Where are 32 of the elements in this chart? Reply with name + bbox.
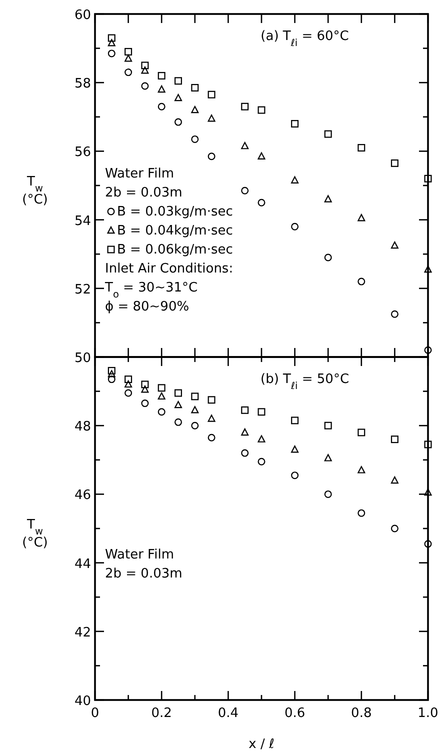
- y-tick-label: 48: [74, 420, 91, 435]
- x-tick-label: 0.4: [218, 706, 239, 721]
- y-tick-label: 56: [74, 145, 91, 160]
- annotation: Inlet Air Conditions:: [105, 262, 234, 276]
- x-tick-label: 0.8: [351, 706, 372, 721]
- y-tick-label: 40: [74, 694, 91, 709]
- y-tick-label: 54: [74, 214, 91, 229]
- y-tick-label: 44: [74, 556, 91, 572]
- y-tick-label: 58: [74, 76, 91, 92]
- annotation: T$_{o}$ = 30~31°C: [104, 280, 198, 300]
- annotation: Water Film: [105, 166, 174, 182]
- x-axis-title: x / ℓ: [248, 737, 274, 752]
- x-tick-label: 0.2: [151, 706, 172, 721]
- legend-label: B = 0.04kg/m·sec: [117, 224, 233, 238]
- text: (b) T$_{ℓi}$ = 50°C: [260, 372, 350, 392]
- text: (a) T$_{ℓi}$ = 60°C: [260, 29, 349, 48]
- legend-label: B = 0.03kg/m·sec: [117, 204, 233, 220]
- y-tick-label: 60: [74, 8, 91, 23]
- x-tick-label: 1.0: [418, 706, 438, 721]
- y-tick-label: 42: [74, 625, 91, 640]
- annotation: ϕ = 80~90%: [105, 300, 190, 314]
- annotation: 2b = 0.03m: [105, 566, 182, 582]
- y-axis-title: T$_{w}$ (°C): [22, 518, 48, 550]
- x-tick-label: 0.6: [284, 706, 306, 721]
- x-tick-label: 0: [90, 706, 100, 721]
- y-tick-label: 52: [74, 282, 91, 298]
- y-tick-label: 46: [74, 488, 91, 504]
- y-tick-label: 50: [74, 351, 91, 366]
- annotation: Water Film: [105, 548, 174, 562]
- legend-label: B = 0.06kg/m·sec: [117, 242, 233, 258]
- annotation: 2b = 0.03m: [105, 186, 182, 200]
- y-axis-title: T$_{w}$ (°C): [22, 174, 48, 208]
